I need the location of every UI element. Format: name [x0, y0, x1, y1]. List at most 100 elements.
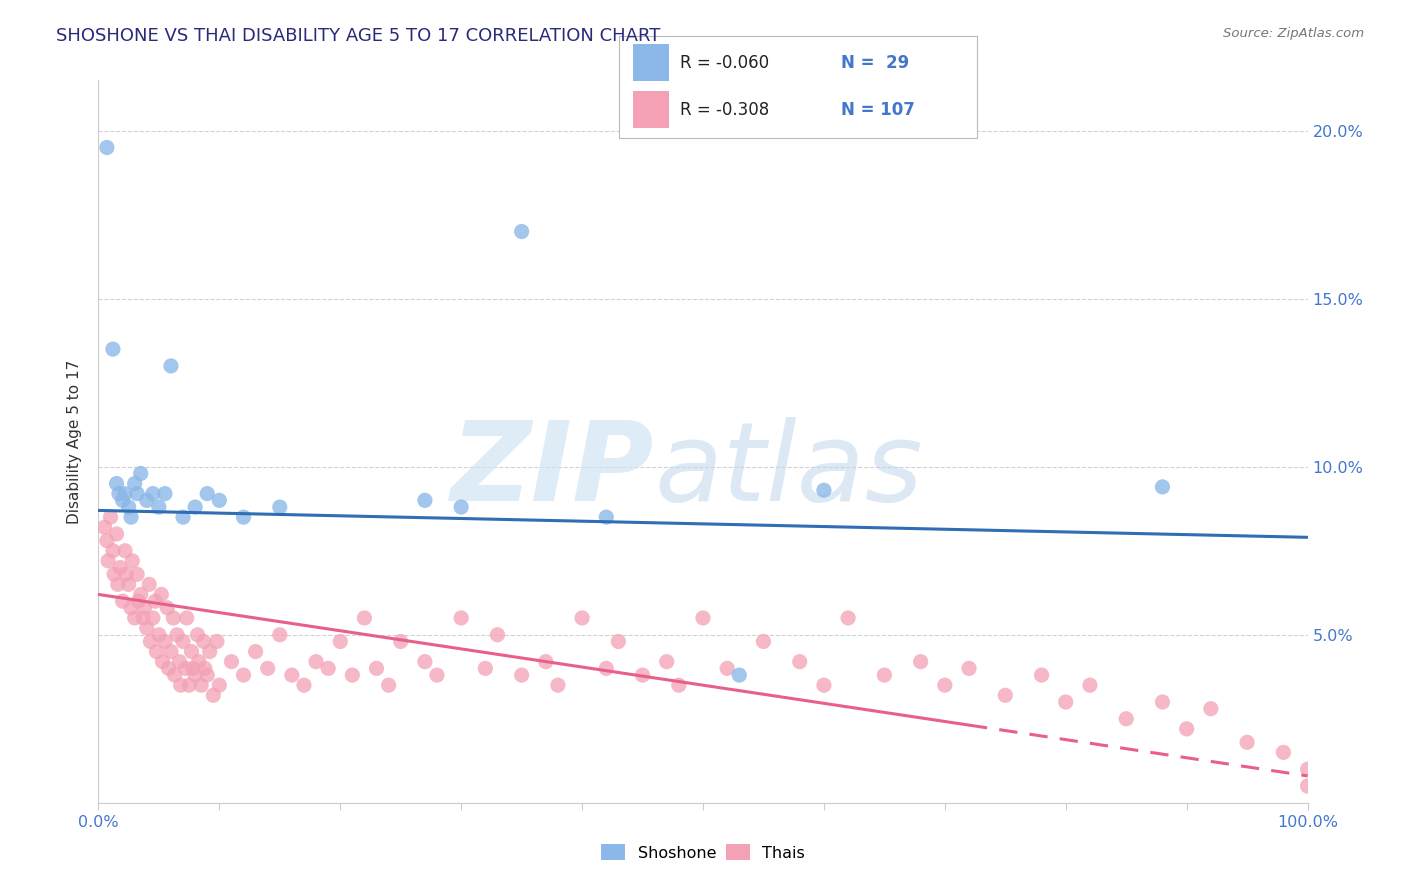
Point: [190, 678, 212, 692]
Point: [366, 661, 388, 675]
Point: [108, 486, 131, 500]
Point: [202, 688, 225, 702]
Point: [105, 476, 128, 491]
Point: [269, 500, 291, 514]
Point: [169, 678, 191, 692]
Text: SHOSHONE VS THAI DISABILITY AGE 5 TO 17 CORRELATION CHART: SHOSHONE VS THAI DISABILITY AGE 5 TO 17 …: [56, 27, 661, 45]
Point: [148, 500, 170, 514]
Point: [716, 661, 738, 675]
Point: [107, 577, 129, 591]
Point: [156, 600, 179, 615]
Point: [389, 634, 412, 648]
Point: [114, 543, 136, 558]
Point: [138, 577, 160, 591]
Text: Source: ZipAtlas.com: Source: ZipAtlas.com: [1223, 27, 1364, 40]
Point: [957, 661, 980, 675]
Point: [245, 644, 267, 658]
Point: [1236, 735, 1258, 749]
Point: [148, 628, 170, 642]
Point: [194, 661, 217, 675]
Point: [142, 486, 165, 500]
Point: [108, 560, 131, 574]
Text: atlas: atlas: [655, 417, 924, 524]
Point: [118, 577, 141, 591]
Point: [176, 611, 198, 625]
Point: [232, 668, 254, 682]
Point: [187, 628, 209, 642]
Point: [571, 611, 593, 625]
Point: [547, 678, 569, 692]
Point: [179, 678, 201, 692]
Point: [96, 533, 118, 548]
Point: [172, 634, 194, 648]
Point: [595, 661, 617, 675]
Point: [377, 678, 399, 692]
Text: R = -0.060: R = -0.060: [679, 54, 769, 72]
Point: [180, 644, 202, 658]
Point: [813, 483, 835, 498]
Point: [198, 644, 221, 658]
Point: [316, 661, 339, 675]
Point: [353, 611, 375, 625]
Point: [134, 600, 156, 615]
Point: [329, 634, 352, 648]
Point: [174, 661, 197, 675]
Point: [120, 600, 142, 615]
Point: [486, 628, 509, 642]
Point: [184, 500, 207, 514]
Point: [129, 587, 152, 601]
Point: [205, 634, 228, 648]
Point: [426, 668, 449, 682]
Point: [127, 594, 149, 608]
Point: [101, 543, 124, 558]
Point: [111, 493, 134, 508]
Point: [163, 668, 186, 682]
Point: [305, 655, 328, 669]
Point: [193, 634, 215, 648]
Point: [153, 634, 176, 648]
Point: [789, 655, 811, 669]
Point: [143, 594, 166, 608]
Point: [97, 554, 120, 568]
Point: [111, 594, 134, 608]
Point: [121, 554, 143, 568]
Point: [595, 510, 617, 524]
Point: [221, 655, 243, 669]
Point: [534, 655, 557, 669]
Point: [124, 476, 146, 491]
Point: [139, 634, 162, 648]
Point: [1296, 779, 1319, 793]
Point: [195, 668, 218, 682]
Point: [115, 567, 138, 582]
Point: [101, 342, 124, 356]
Point: [120, 510, 142, 524]
Point: [1175, 722, 1198, 736]
Point: [172, 510, 194, 524]
Point: [1078, 678, 1101, 692]
Point: [124, 611, 146, 625]
Point: [181, 661, 204, 675]
Point: [655, 655, 678, 669]
Point: [96, 140, 118, 154]
Text: N = 107: N = 107: [841, 101, 915, 119]
Point: [145, 644, 167, 658]
Point: [1199, 702, 1222, 716]
Point: [281, 668, 304, 682]
Point: [93, 520, 115, 534]
Text: N =  29: N = 29: [841, 54, 910, 72]
Point: [129, 467, 152, 481]
Point: [752, 634, 775, 648]
Point: [256, 661, 278, 675]
Point: [910, 655, 932, 669]
Bar: [633, 44, 669, 81]
Point: [934, 678, 956, 692]
Point: [450, 611, 472, 625]
Point: [607, 634, 630, 648]
Point: [150, 587, 173, 601]
Point: [837, 611, 859, 625]
Point: [166, 628, 188, 642]
Point: [1152, 480, 1174, 494]
Point: [169, 655, 191, 669]
Text: ZIP: ZIP: [451, 417, 655, 524]
Point: [1296, 762, 1319, 776]
